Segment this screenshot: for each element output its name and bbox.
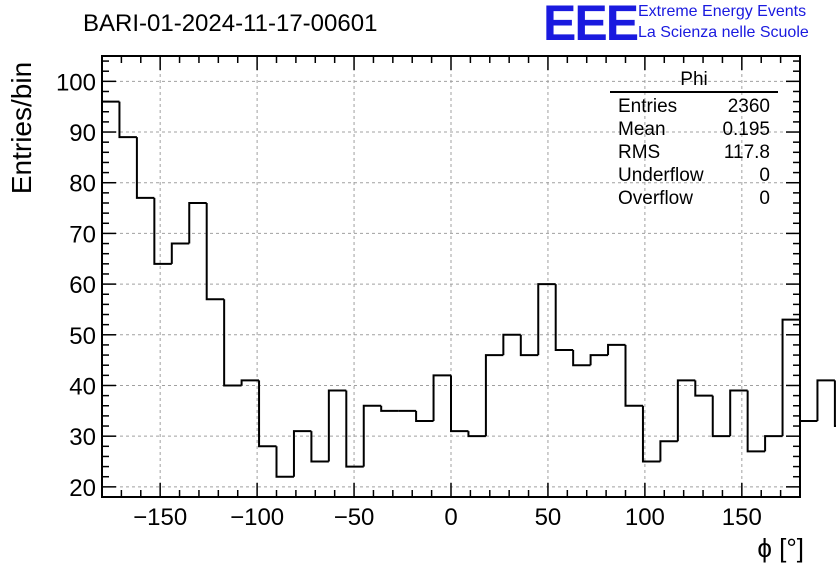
y-tick-label: 100	[56, 69, 96, 96]
logo-line-1: Extreme Energy Events	[638, 3, 807, 20]
histogram-bin	[310, 431, 329, 463]
histogram-bin	[135, 137, 155, 199]
y-axis-ticks: 20 30 40 50 60 70 80 90 100	[56, 60, 800, 502]
x-axis-label: ϕ [°]	[757, 533, 804, 563]
histogram-bin	[572, 350, 591, 367]
histogram-bin	[292, 430, 312, 477]
stats-row-overflow: Overflow 0	[610, 187, 778, 210]
x-tick-label: 0	[444, 504, 457, 531]
y-tick-label: 90	[69, 120, 96, 147]
histogram-bin	[624, 344, 643, 407]
stats-label: Underflow	[618, 165, 704, 186]
histogram-bin	[729, 389, 748, 437]
y-axis-label: Entries/bin	[6, 61, 37, 195]
y-tick-label: 20	[69, 475, 96, 502]
histogram-bin	[537, 283, 556, 356]
histogram-bin	[223, 299, 242, 387]
histogram-bin	[694, 380, 713, 397]
histogram-bin	[589, 354, 609, 366]
histogram-bin	[554, 284, 574, 351]
x-tick-label: −150	[133, 504, 187, 531]
histogram-bin	[362, 404, 382, 467]
statistics-box: Phi Entries 2360 Mean 0.195 RMS 117.8 Un…	[610, 70, 778, 210]
stats-value: 117.8	[723, 142, 770, 163]
x-tick-label: 50	[535, 504, 562, 531]
x-tick-label: −50	[334, 504, 375, 531]
histogram-bin	[188, 202, 207, 244]
histogram-bin	[118, 101, 137, 139]
histogram-bin	[502, 333, 521, 356]
histogram-bin	[781, 318, 800, 437]
histogram-bin	[764, 435, 783, 452]
histogram-bin	[659, 440, 678, 462]
y-tick-label: 60	[69, 272, 96, 299]
histogram-bin	[711, 395, 731, 438]
histogram-bin	[415, 410, 434, 422]
histogram-bin	[467, 431, 486, 438]
histogram-bin	[275, 446, 294, 478]
histogram-bin	[484, 354, 504, 437]
stats-title: Phi	[610, 70, 778, 93]
histogram-bin	[746, 390, 766, 453]
x-tick-label: −100	[230, 504, 284, 531]
x-tick-label: 150	[722, 504, 762, 531]
stats-value: 0	[759, 165, 770, 186]
x-axis-ticks: −150 −100 −50 0 50 100 150	[101, 56, 801, 531]
histogram-bin	[170, 242, 190, 264]
stats-row-rms: RMS 117.8	[610, 141, 778, 164]
y-tick-label: 70	[69, 221, 96, 248]
stats-label: Entries	[618, 96, 678, 117]
chart-title: BARI-01-2024-11-17-00601	[83, 10, 378, 37]
histogram-bin	[676, 379, 696, 442]
histogram-bin	[833, 380, 836, 428]
eee-logo: EEE	[543, 0, 639, 51]
histogram-bin	[345, 390, 364, 468]
histogram-bin	[153, 197, 172, 265]
histogram-bin	[327, 389, 347, 462]
stats-label: RMS	[618, 142, 661, 163]
histogram-bin	[258, 380, 277, 448]
stats-value: 2360	[727, 96, 770, 117]
stats-row-underflow: Underflow 0	[610, 164, 778, 187]
stats-value: 0.195	[722, 119, 770, 140]
y-tick-label: 40	[69, 373, 96, 400]
stats-value: 0	[759, 188, 770, 209]
stats-row-mean: Mean 0.195	[610, 118, 778, 141]
histogram-bin	[205, 203, 225, 301]
histogram-bin	[450, 375, 469, 433]
histogram-bin	[816, 379, 835, 421]
x-tick-label: 100	[625, 504, 665, 531]
y-tick-label: 30	[69, 424, 96, 451]
histogram-bin	[432, 374, 451, 421]
histogram-bin	[519, 334, 539, 357]
stats-label: Overflow	[618, 188, 693, 209]
stats-row-entries: Entries 2360	[610, 95, 778, 118]
y-tick-label: 50	[69, 323, 96, 350]
histogram-bin	[641, 405, 661, 463]
histogram-bin	[799, 319, 818, 422]
histogram-bin	[607, 343, 626, 356]
histogram-bin	[380, 405, 399, 412]
logo-line-2: La Scienza nelle Scuole	[638, 24, 809, 41]
y-tick-label: 80	[69, 171, 96, 198]
stats-label: Mean	[618, 119, 666, 140]
histogram-bin	[240, 379, 260, 386]
histogram-bin	[101, 100, 120, 497]
